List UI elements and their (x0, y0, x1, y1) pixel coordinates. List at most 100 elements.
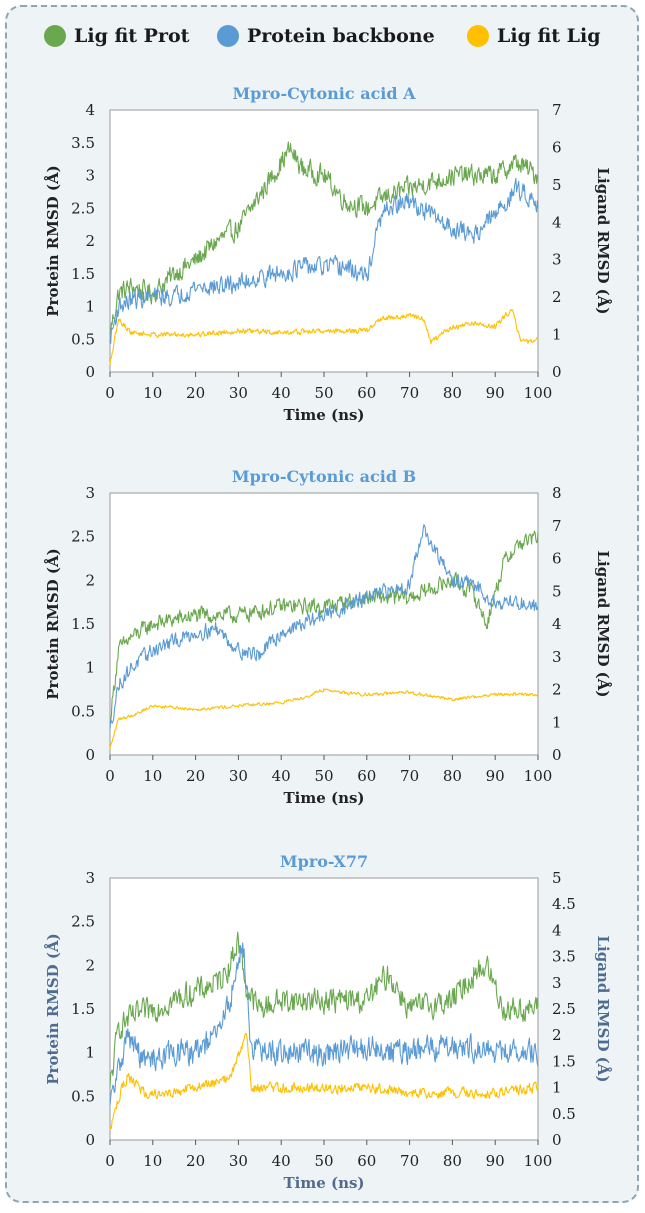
series-line-lig-fit-lig (109, 688, 539, 749)
x-tick-label: 20 (186, 767, 205, 785)
y2-tick-label: 5 (552, 582, 562, 600)
y2-tick-label: 1 (552, 326, 562, 344)
y-tick-label: 0.5 (71, 330, 95, 348)
y2-tick-label: 5 (552, 176, 562, 194)
y-tick-label: 3 (85, 484, 95, 502)
series-line-lig-fit-lig (109, 309, 539, 365)
x-tick-label: 90 (486, 1152, 505, 1170)
x-tick-label: 0 (105, 384, 115, 402)
y2-tick-label: 4 (552, 213, 562, 231)
y2-tick-label: 8 (552, 484, 562, 502)
y-tick-label: 1 (85, 1044, 95, 1062)
x-tick-label: 30 (229, 384, 248, 402)
x-tick-label: 0 (105, 767, 115, 785)
x-tick-label: 80 (443, 767, 462, 785)
x-tick-label: 90 (486, 384, 505, 402)
series-line-lig-fit-prot (109, 530, 539, 721)
y-tick-label: 1.5 (71, 265, 95, 283)
y2-tick-label: 4 (552, 615, 562, 633)
legend-swatch-blue (217, 25, 239, 47)
x-tick-label: 80 (443, 384, 462, 402)
x-tick-label: 100 (524, 767, 553, 785)
y2-tick-label: 6 (552, 550, 562, 568)
chart-mpro-cytonic-acid-b: Mpro-Cytonic acid B0 10 20 30 40 50 60 70 80 90 10… (44, 467, 612, 807)
y2-tick-label: 0.5 (552, 1105, 576, 1123)
x-tick-label: 70 (400, 384, 419, 402)
legend-label: Lig fit Prot (74, 25, 190, 47)
y-tick-label: 0 (85, 746, 95, 764)
x-tick-label: 50 (314, 1152, 333, 1170)
y2-tick-label: 1 (552, 713, 562, 731)
x-tick-label: 30 (229, 1152, 248, 1170)
y-tick-label: 0.5 (71, 702, 95, 720)
y-axis-label: Protein RMSD (Å) (44, 165, 62, 316)
legend-item-lig-fit-lig: Lig fit Lig (467, 22, 601, 50)
y2-axis-label: Ligand RMSD (Å) (594, 935, 612, 1082)
x-tick-label: 70 (400, 767, 419, 785)
y-tick-label: 1.5 (71, 1000, 95, 1018)
y-axis-label: Protein RMSD (Å) (44, 933, 62, 1084)
y2-tick-label: 0 (552, 746, 562, 764)
x-tick-label: 20 (186, 384, 205, 402)
x-tick-label: 20 (186, 1152, 205, 1170)
y2-tick-label: 3 (552, 648, 562, 666)
y2-tick-label: 1 (552, 1079, 562, 1097)
series-line-protein-backbone (109, 177, 539, 344)
y2-tick-label: 4.5 (552, 895, 576, 913)
y2-tick-label: 2 (552, 1026, 562, 1044)
legend-swatch-yellow (467, 25, 489, 47)
x-tick-label: 10 (143, 767, 162, 785)
y-tick-label: 1 (85, 298, 95, 316)
y2-tick-label: 3 (552, 974, 562, 992)
legend-item-protein-backbone: Protein backbone (217, 22, 435, 50)
chart-title: Mpro-X77 (280, 852, 368, 871)
x-tick-label: 100 (524, 384, 553, 402)
y-tick-label: 2.5 (71, 913, 95, 931)
series-line-protein-backbone (109, 942, 539, 1106)
x-tick-label: 60 (357, 1152, 376, 1170)
x-tick-label: 80 (443, 1152, 462, 1170)
y2-tick-label: 3 (552, 251, 562, 269)
x-tick-label: 90 (486, 767, 505, 785)
plot-area (109, 109, 539, 373)
x-tick-label: 50 (314, 767, 333, 785)
y-tick-label: 2 (85, 571, 95, 589)
y-tick-label: 1 (85, 659, 95, 677)
y-tick-label: 2.5 (71, 528, 95, 546)
y2-tick-label: 2.5 (552, 1000, 576, 1018)
legend-swatch-green (44, 25, 66, 47)
x-axis-label: Time (ns) (283, 789, 364, 807)
x-tick-label: 40 (272, 384, 291, 402)
y2-tick-label: 5 (552, 869, 562, 887)
x-tick-label: 50 (314, 384, 333, 402)
y2-tick-label: 4 (552, 921, 562, 939)
chart-title: Mpro-Cytonic acid B (232, 467, 416, 486)
y-tick-label: 2.5 (71, 199, 95, 217)
x-axis-label: Time (ns) (283, 1174, 364, 1192)
y2-tick-label: 0 (552, 1131, 562, 1149)
y-tick-label: 2 (85, 232, 95, 250)
y2-tick-label: 2 (552, 681, 562, 699)
x-tick-label: 10 (143, 1152, 162, 1170)
y2-tick-label: 0 (552, 363, 562, 381)
y-tick-label: 3 (85, 167, 95, 185)
y-axis-label: Protein RMSD (Å) (44, 548, 62, 699)
x-tick-label: 40 (272, 767, 291, 785)
y2-tick-label: 6 (552, 138, 562, 156)
chart-mpro-cytonic-acid-a: Mpro-Cytonic acid A0 10 20 30 40 50 60 70 80 90 10… (44, 84, 612, 424)
y2-axis-label: Ligand RMSD (Å) (594, 167, 612, 314)
x-axis-label: Time (ns) (283, 406, 364, 424)
y2-tick-label: 2 (552, 288, 562, 306)
chart-title: Mpro-Cytonic acid A (232, 84, 416, 103)
y-tick-label: 3 (85, 869, 95, 887)
y2-tick-label: 7 (552, 101, 562, 119)
legend-label: Lig fit Lig (497, 25, 601, 47)
x-tick-label: 60 (357, 767, 376, 785)
y-tick-label: 2 (85, 956, 95, 974)
series-line-lig-fit-lig (109, 1032, 539, 1130)
x-tick-label: 30 (229, 767, 248, 785)
series-line-protein-backbone (109, 524, 539, 729)
series-line-lig-fit-prot (109, 141, 539, 335)
legend: Lig fit Prot Protein backbone Lig fit Li… (0, 18, 645, 54)
